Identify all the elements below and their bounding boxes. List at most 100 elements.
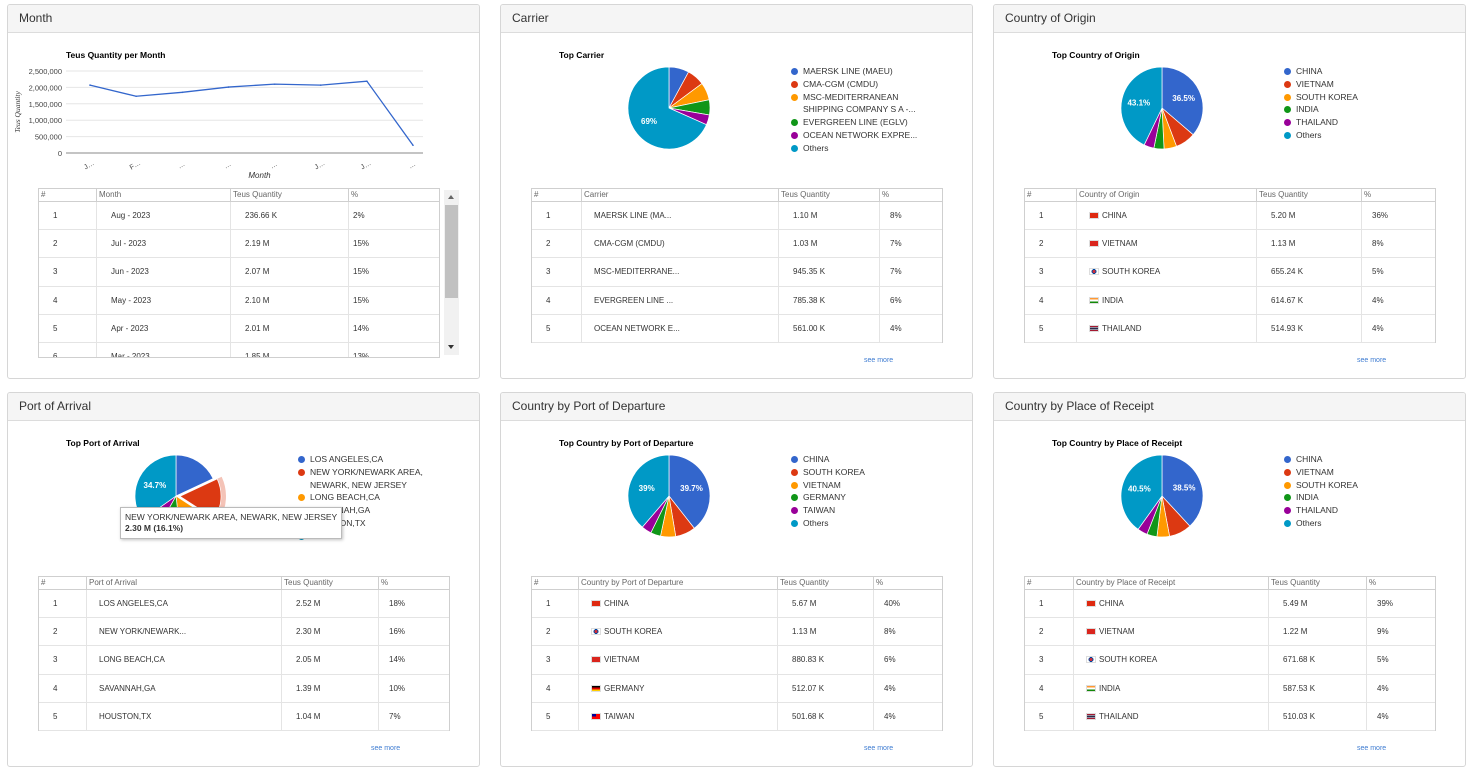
table-row[interactable]: 5 THAILAND 510.03 K 4% (1025, 702, 1435, 731)
table-row[interactable]: 3 SOUTH KOREA 655.24 K 5% (1025, 258, 1435, 287)
data-point[interactable] (319, 84, 322, 86)
data-point[interactable] (135, 95, 137, 98)
legend-item[interactable]: VIETNAM (791, 479, 865, 492)
col-header[interactable]: Teus Quantity (231, 189, 349, 201)
scroll-up-icon[interactable] (448, 195, 454, 199)
col-header[interactable]: Carrier (582, 189, 779, 201)
col-header[interactable]: Teus Quantity (778, 577, 874, 589)
legend-item[interactable]: THAILAND (1284, 504, 1358, 517)
table-row[interactable]: 3 VIETNAM 880.83 K 6% (532, 646, 942, 675)
see-more-link[interactable]: see more (1357, 357, 1387, 364)
legend-item[interactable]: LONG BEACH,CA (298, 491, 423, 504)
col-header[interactable]: % (876, 578, 884, 587)
table-row[interactable]: 5 THAILAND 514.93 K 4% (1025, 314, 1435, 343)
table-row[interactable]: 2 VIETNAM 1.22 M 9% (1025, 618, 1435, 647)
table-row[interactable]: 4 SAVANNAH,GA 1.39 M 10% (39, 674, 449, 703)
legend-item[interactable]: VIETNAM (1284, 466, 1358, 479)
col-header[interactable]: # (1025, 189, 1077, 201)
legend-item[interactable]: CHINA (1284, 453, 1358, 466)
data-point[interactable] (273, 83, 276, 85)
col-header[interactable]: % (351, 190, 359, 199)
legend-item[interactable]: NEW YORK/NEWARK AREA, NEWARK, NEW JERSEY (298, 466, 423, 492)
table-row[interactable]: 5 HOUSTON,TX 1.04 M 7% (39, 702, 449, 731)
pie-slice[interactable] (1120, 454, 1163, 530)
col-header[interactable]: Teus Quantity (282, 577, 379, 589)
pie-slice[interactable] (1161, 454, 1204, 527)
pie-slice[interactable] (1161, 66, 1204, 136)
col-header[interactable]: % (882, 190, 890, 199)
legend-item[interactable]: EVERGREEN LINE (EGLV) (791, 116, 917, 129)
see-more-link[interactable]: see more (864, 357, 894, 364)
legend-item[interactable]: INDIA (1284, 491, 1358, 504)
col-header[interactable]: # (39, 577, 87, 589)
table-row[interactable]: 4 INDIA 614.67 K 4% (1025, 286, 1435, 315)
table-row[interactable]: 2 CMA-CGM (CMDU) 1.03 M 7% (532, 230, 942, 259)
legend-item[interactable]: INDIA (1284, 103, 1358, 116)
table-row[interactable]: 2 NEW YORK/NEWARK... 2.30 M 16% (39, 618, 449, 647)
table-row[interactable]: 3 LONG BEACH,CA 2.05 M 14% (39, 646, 449, 675)
data-point[interactable] (366, 80, 368, 82)
table-row[interactable]: 3 Jun - 2023 2.07 M 15% (39, 258, 439, 287)
col-header[interactable]: % (1364, 190, 1372, 199)
table-row[interactable]: 4 May - 2023 2.10 M 15% (39, 286, 439, 315)
legend-item[interactable]: CMA-CGM (CMDU) (791, 78, 917, 91)
legend-item[interactable]: CHINA (1284, 65, 1358, 78)
see-more-link[interactable]: see more (371, 745, 401, 752)
legend-item[interactable]: SOUTH KOREA (791, 466, 865, 479)
table-row[interactable]: 4 INDIA 587.53 K 4% (1025, 674, 1435, 703)
pie-slice[interactable] (175, 454, 214, 497)
col-header[interactable]: % (1369, 578, 1377, 587)
col-header[interactable]: # (39, 189, 97, 201)
col-header[interactable]: Month (97, 189, 231, 201)
table-row[interactable]: 1 CHINA 5.49 M 39% (1025, 590, 1435, 619)
legend-item[interactable]: GERMANY (791, 491, 865, 504)
legend-item[interactable]: Others (1284, 129, 1358, 142)
legend-item[interactable]: Others (791, 517, 865, 530)
data-point[interactable] (89, 84, 91, 86)
col-header[interactable]: # (532, 189, 582, 201)
scroll-down-icon[interactable] (448, 345, 454, 349)
data-point[interactable] (412, 144, 414, 147)
col-header[interactable]: Teus Quantity (779, 189, 880, 201)
table-row[interactable]: 6 Mar - 2023 1.85 M 13% (39, 342, 439, 357)
legend-item[interactable]: CHINA (791, 453, 865, 466)
col-header[interactable]: # (532, 577, 579, 589)
legend-item[interactable]: TAIWAN (791, 504, 865, 517)
col-header[interactable]: Teus Quantity (1257, 189, 1362, 201)
pie-slice[interactable] (627, 66, 707, 150)
col-header[interactable]: % (381, 578, 389, 587)
legend-item[interactable]: VIETNAM (1284, 78, 1358, 91)
table-row[interactable]: 5 Apr - 2023 2.01 M 14% (39, 314, 439, 343)
col-header[interactable]: Country of Origin (1077, 189, 1257, 201)
legend-item[interactable]: Others (1284, 517, 1358, 530)
legend-item[interactable]: MSC-MEDITERRANEAN SHIPPING COMPANY S A -… (791, 91, 917, 117)
table-row[interactable]: 1 CHINA 5.67 M 40% (532, 590, 942, 619)
table-row[interactable]: 3 SOUTH KOREA 671.68 K 5% (1025, 646, 1435, 675)
table-row[interactable]: 4 GERMANY 512.07 K 4% (532, 674, 942, 703)
legend-item[interactable]: SOUTH KOREA (1284, 479, 1358, 492)
scroll-thumb[interactable] (445, 205, 458, 298)
data-point[interactable] (227, 86, 230, 88)
table-row[interactable]: 1 LOS ANGELES,CA 2.52 M 18% (39, 590, 449, 619)
see-more-link[interactable]: see more (1357, 745, 1387, 752)
col-header[interactable]: Country by Port of Departure (579, 577, 778, 589)
legend-item[interactable]: LOS ANGELES,CA (298, 453, 423, 466)
table-row[interactable]: 5 OCEAN NETWORK E... 561.00 K 4% (532, 314, 942, 343)
see-more-link[interactable]: see more (864, 745, 894, 752)
legend-item[interactable]: THAILAND (1284, 116, 1358, 129)
scrollbar[interactable] (444, 190, 459, 355)
col-header[interactable]: Teus Quantity (1269, 577, 1367, 589)
table-row[interactable]: 1 MAERSK LINE (MA... 1.10 M 8% (532, 202, 942, 231)
pie-slice[interactable] (1120, 66, 1163, 146)
table-row[interactable]: 1 CHINA 5.20 M 36% (1025, 202, 1435, 231)
table-row[interactable]: 2 Jul - 2023 2.19 M 15% (39, 230, 439, 259)
table-row[interactable]: 2 SOUTH KOREA 1.13 M 8% (532, 618, 942, 647)
legend-item[interactable]: Others (791, 142, 917, 155)
col-header[interactable]: Port of Arrival (87, 577, 282, 589)
pie-slice[interactable] (668, 454, 711, 529)
legend-item[interactable]: OCEAN NETWORK EXPRE... (791, 129, 917, 142)
data-point[interactable] (181, 91, 184, 94)
col-header[interactable]: Country by Place of Receipt (1074, 577, 1269, 589)
table-row[interactable]: 2 VIETNAM 1.13 M 8% (1025, 230, 1435, 259)
legend-item[interactable]: MAERSK LINE (MAEU) (791, 65, 917, 78)
